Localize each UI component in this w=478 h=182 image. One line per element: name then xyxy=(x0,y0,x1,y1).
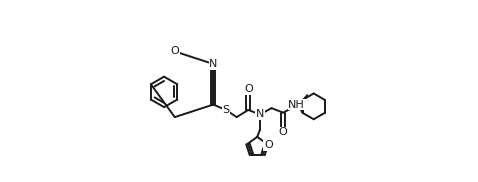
Text: S: S xyxy=(222,105,229,115)
Text: O: O xyxy=(264,141,273,151)
Text: O: O xyxy=(170,46,179,56)
Text: NH: NH xyxy=(288,100,305,110)
Text: N: N xyxy=(256,109,264,119)
Text: N: N xyxy=(209,59,217,69)
Text: O: O xyxy=(244,84,253,94)
Text: O: O xyxy=(279,127,288,137)
